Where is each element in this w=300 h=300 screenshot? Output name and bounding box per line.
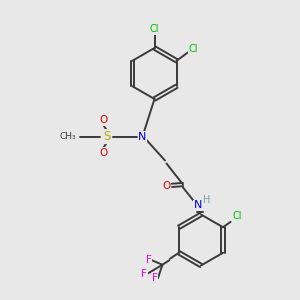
Text: O: O [99, 148, 108, 158]
Text: H: H [203, 195, 210, 205]
Text: S: S [103, 130, 110, 143]
Text: CH₃: CH₃ [60, 132, 76, 141]
Text: Cl: Cl [189, 44, 198, 54]
Text: F: F [142, 269, 147, 279]
Text: F: F [146, 255, 152, 265]
Text: F: F [152, 273, 158, 283]
Text: Cl: Cl [233, 212, 242, 221]
Text: O: O [162, 181, 171, 191]
Text: O: O [99, 115, 108, 125]
Text: N: N [194, 200, 202, 211]
Text: N: N [138, 131, 147, 142]
Text: Cl: Cl [150, 24, 159, 34]
